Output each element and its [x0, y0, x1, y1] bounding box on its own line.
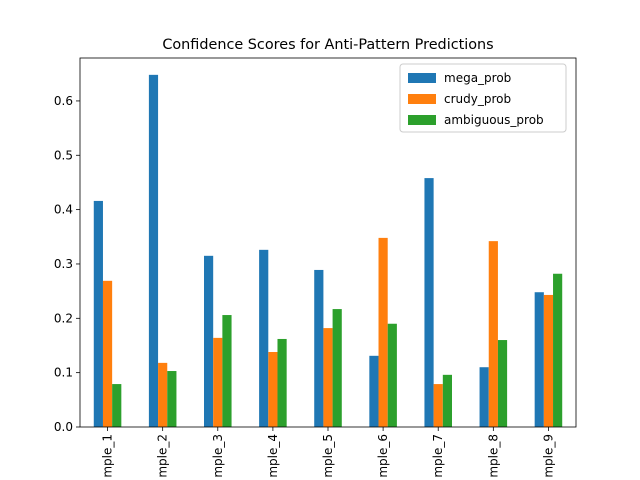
x-tick-label: mple_2 — [156, 434, 170, 478]
bar — [204, 255, 214, 427]
bar — [378, 237, 388, 427]
bar — [112, 384, 122, 427]
bar — [268, 352, 278, 427]
bar — [442, 374, 452, 427]
bar — [332, 309, 342, 427]
bar — [277, 338, 287, 427]
bar — [488, 241, 498, 427]
y-tick-label: 0.5 — [54, 148, 73, 162]
legend-swatch — [408, 115, 436, 125]
bar — [148, 74, 159, 427]
bar — [158, 362, 168, 427]
bar — [213, 337, 223, 427]
bar — [553, 273, 563, 427]
bar — [369, 355, 379, 427]
x-tick-label: mple_8 — [486, 434, 500, 478]
x-tick-label: mple_1 — [101, 434, 115, 478]
bar — [497, 340, 508, 427]
x-tick-label: mple_5 — [321, 434, 335, 478]
legend-swatch — [408, 73, 436, 83]
y-tick-label: 0.3 — [54, 257, 73, 271]
x-tick-label: mple_6 — [376, 434, 390, 478]
axes-frame — [79, 57, 577, 428]
y-tick-label: 0.0 — [54, 420, 73, 434]
x-tick-label: mple_4 — [266, 434, 280, 478]
bar — [543, 294, 554, 427]
legend-box — [399, 63, 567, 133]
y-tick-label: 0.4 — [54, 203, 73, 217]
x-tick-label: mple_7 — [431, 434, 445, 478]
bar — [534, 292, 544, 427]
bar — [93, 200, 103, 427]
bar — [424, 178, 434, 427]
legend-label: crudy_prob — [444, 92, 511, 106]
bar — [387, 323, 397, 427]
legend-label: ambiguous_prob — [444, 113, 544, 127]
legend-label: mega_prob — [444, 71, 511, 85]
x-tick-label: mple_9 — [541, 434, 555, 478]
bar — [259, 249, 269, 427]
y-tick-label: 0.6 — [54, 94, 73, 108]
bar — [167, 371, 177, 427]
chart-title: Confidence Scores for Anti-Pattern Predi… — [162, 37, 493, 53]
legend-swatch — [408, 94, 436, 104]
y-tick-label: 0.1 — [54, 366, 73, 380]
bar — [102, 280, 113, 427]
bar — [323, 328, 333, 427]
y-tick-label: 0.2 — [54, 311, 73, 325]
bar — [433, 384, 443, 427]
bar — [479, 367, 489, 427]
bar — [222, 315, 232, 427]
x-tick-label: mple_3 — [211, 434, 225, 478]
bar — [314, 269, 324, 427]
